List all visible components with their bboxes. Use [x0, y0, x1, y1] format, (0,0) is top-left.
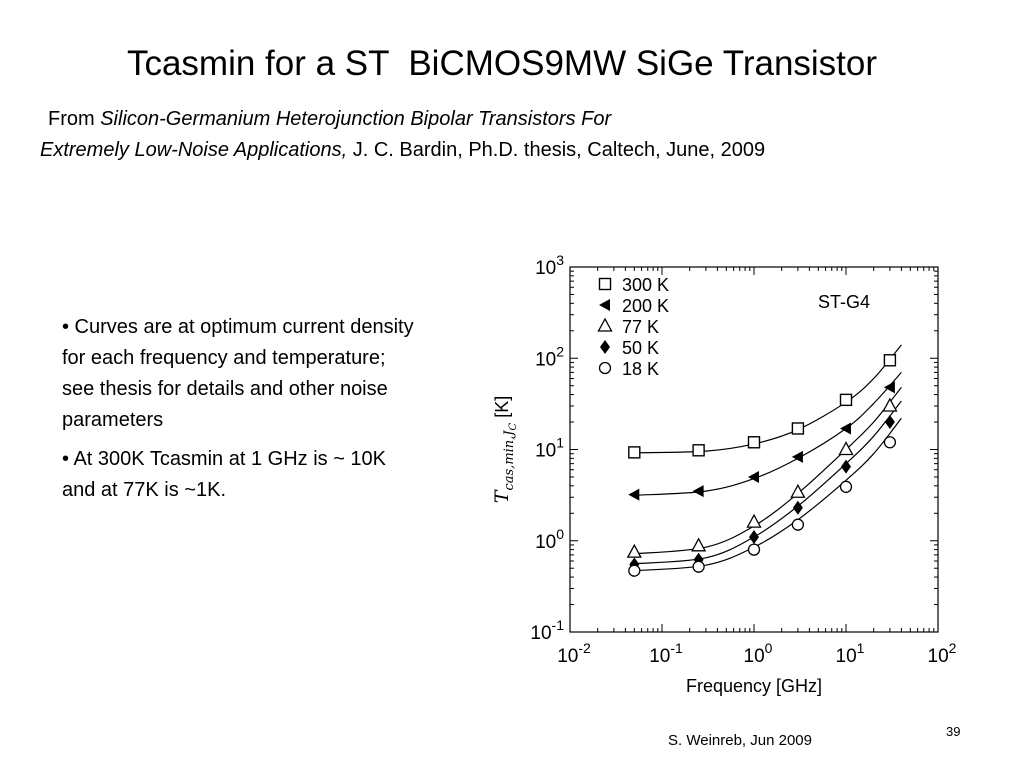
x-tick-label: 10-1	[649, 640, 683, 667]
data-point	[883, 436, 897, 449]
tick-exponent: 0	[765, 640, 773, 656]
legend-marker	[600, 340, 610, 354]
source-title-part1: Silicon-Germanium Heterojunction Bipolar…	[100, 108, 612, 130]
data-point	[791, 518, 805, 531]
x-tick-label: 10-2	[557, 640, 591, 667]
tick-exponent: 2	[949, 640, 957, 656]
legend-marker	[599, 299, 610, 311]
x-tick-label: 100	[744, 640, 773, 667]
tick-base: 10	[535, 258, 556, 279]
source-citation-line1: From Silicon-Germanium Heterojunction Bi…	[48, 106, 611, 132]
data-point	[748, 470, 759, 483]
y-tick-label: 103	[535, 252, 564, 279]
data-point	[749, 529, 759, 544]
slide-title: Tcasmin for a ST BiCMOS9MW SiGe Transist…	[126, 44, 878, 83]
tick-base: 10	[649, 646, 670, 667]
legend-marker	[598, 361, 612, 375]
data-point	[839, 480, 853, 493]
tick-base: 10	[535, 441, 556, 462]
tick-exponent: 0	[556, 526, 564, 542]
data-point	[691, 537, 707, 552]
slide-number: 39	[946, 724, 961, 739]
tick-exponent: 2	[556, 343, 564, 359]
legend-marker	[597, 317, 613, 332]
tick-exponent: -2	[578, 640, 591, 656]
tick-exponent: -1	[552, 617, 565, 633]
source-citation-line2: Extremely Low-Noise Applications, J. C. …	[40, 137, 765, 163]
y-tick-label: 101	[535, 435, 564, 462]
data-point	[840, 422, 851, 435]
data-point	[692, 485, 704, 498]
data-point	[883, 354, 897, 367]
data-point	[882, 397, 898, 412]
y-axis-label: Tcas,min,JC [K]	[491, 396, 519, 503]
legend-label: 50 K	[622, 338, 659, 358]
data-point	[791, 422, 805, 435]
data-point	[790, 483, 806, 498]
legend-label: 200 K	[622, 296, 669, 316]
data-point	[884, 415, 895, 430]
x-axis-label: Frequency [GHz]	[686, 676, 822, 696]
tick-base: 10	[928, 646, 949, 667]
data-point	[747, 543, 761, 556]
tick-base: 10	[530, 623, 551, 644]
tick-exponent: -1	[670, 640, 683, 656]
data-point	[839, 393, 853, 407]
data-point	[692, 560, 705, 573]
data-point	[838, 441, 854, 456]
bullet-list: • Curves are at optimum current density …	[62, 312, 422, 514]
legend-label: 18 K	[622, 359, 659, 379]
data-point	[692, 444, 705, 457]
tcasmin-chart: 10-2 10-1 100 101 10210-1100101102103Frequen…	[491, 252, 957, 696]
data-point	[746, 513, 762, 528]
bullet-item: • At 300K Tcasmin at 1 GHz is ~ 10K and …	[62, 448, 387, 501]
data-point	[628, 488, 640, 501]
tick-base: 10	[557, 646, 578, 667]
source-author-details: J. C. Bardin, Ph.D. thesis, Caltech, Jun…	[347, 139, 766, 161]
tick-exponent: 1	[857, 640, 865, 656]
y-tick-label: 10-1	[530, 617, 564, 644]
y-label-symbol: T	[491, 489, 513, 503]
x-tick-label: 101	[836, 640, 865, 667]
data-point	[841, 459, 851, 474]
tick-base: 10	[744, 646, 765, 667]
legend-marker	[598, 277, 612, 291]
source-title-part2: Extremely Low-Noise Applications,	[40, 139, 348, 161]
data-point	[628, 564, 641, 577]
legend-label: 300 K	[622, 275, 669, 295]
data-point	[626, 543, 642, 558]
bullet-item: • Curves are at optimum current density …	[62, 316, 414, 431]
y-label-subscript: cas,min,J	[502, 430, 517, 491]
tick-base: 10	[535, 532, 556, 553]
y-label-unit: [K]	[492, 396, 512, 423]
data-point	[791, 450, 803, 463]
tick-exponent: 1	[556, 435, 564, 451]
y-tick-label: 100	[535, 526, 564, 553]
tick-exponent: 3	[556, 252, 564, 268]
tick-base: 10	[535, 349, 556, 370]
data-point	[883, 381, 895, 394]
y-label-subsubscript: C	[508, 422, 519, 430]
chart-annotation: ST-G4	[818, 292, 870, 312]
tick-base: 10	[836, 646, 857, 667]
x-tick-label: 102	[928, 640, 957, 667]
footer-author: S. Weinreb, Jun 2009	[668, 732, 812, 749]
fit-curve	[634, 344, 902, 454]
source-prefix: From	[48, 108, 101, 130]
data-point	[747, 436, 761, 449]
fit-curve	[634, 417, 902, 572]
data-point	[628, 446, 641, 459]
legend-label: 77 K	[622, 317, 659, 337]
y-tick-label: 102	[535, 343, 564, 370]
data-point	[792, 500, 803, 515]
